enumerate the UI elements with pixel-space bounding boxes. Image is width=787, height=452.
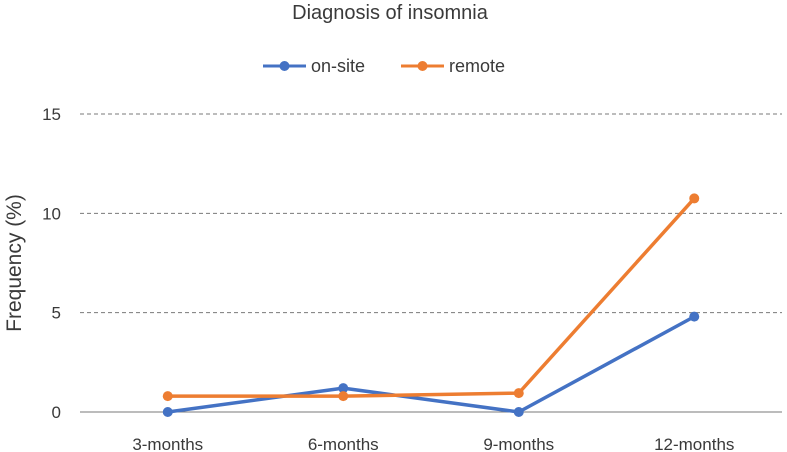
legend-item-on-site: on-site [263, 56, 365, 76]
y-tick-label: 0 [52, 403, 61, 422]
legend-marker-remote [417, 61, 428, 71]
legend: on-site remote [263, 56, 505, 76]
series-layer [162, 193, 700, 417]
x-tick-label: 6-months [308, 435, 379, 452]
y-axis-label: Frequency (%) [3, 194, 26, 332]
y-tick-label: 15 [42, 105, 61, 124]
chart-title: Diagnosis of insomnia [292, 2, 489, 24]
series-remote [162, 193, 700, 402]
data-point-on-site [689, 311, 700, 322]
data-point-on-site [513, 407, 524, 417]
x-axis-ticks: 3-months 6-months 9-months 12-months [132, 435, 734, 452]
y-axis-ticks: 0 5 10 15 [42, 105, 61, 422]
data-point-remote [689, 193, 700, 204]
gridlines [80, 113, 782, 314]
series-on-site [162, 311, 700, 417]
data-point-remote [162, 391, 173, 402]
y-tick-label: 5 [52, 304, 61, 323]
y-tick-label: 10 [42, 204, 61, 223]
legend-label-on-site: on-site [311, 56, 365, 76]
x-tick-label: 12-months [654, 435, 734, 452]
legend-marker-on-site [279, 61, 290, 71]
series-line-on-site [167, 315, 696, 414]
series-line-remote [167, 197, 696, 398]
x-tick-label: 9-months [483, 435, 554, 452]
x-tick-label: 3-months [132, 435, 203, 452]
data-point-remote [513, 388, 524, 399]
legend-item-remote: remote [401, 56, 505, 76]
legend-label-remote: remote [449, 56, 505, 76]
data-point-remote [338, 391, 349, 402]
data-point-on-site [162, 407, 173, 417]
data-point-on-site [338, 383, 349, 394]
